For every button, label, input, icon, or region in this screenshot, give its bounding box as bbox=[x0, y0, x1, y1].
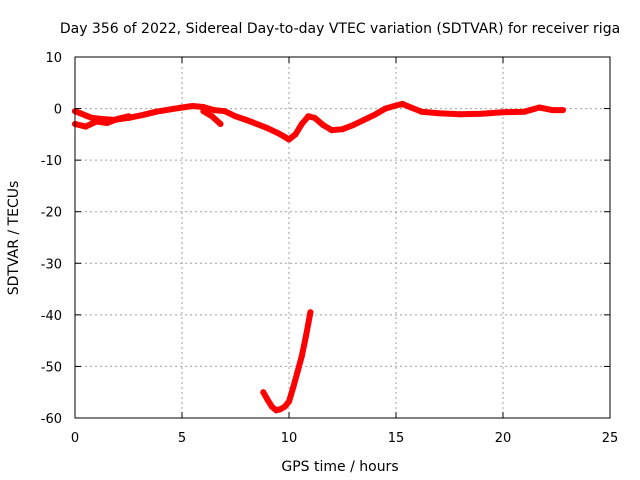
x-tick-label: 10 bbox=[281, 431, 298, 446]
plot-frame bbox=[74, 56, 611, 419]
data-point bbox=[243, 116, 250, 123]
data-point bbox=[221, 108, 228, 115]
data-point bbox=[264, 125, 271, 132]
data-point bbox=[311, 114, 318, 121]
series-line-0 bbox=[72, 100, 566, 143]
x-tick-label: 0 bbox=[71, 431, 79, 446]
x-tick-label: 20 bbox=[495, 431, 512, 446]
data-point bbox=[350, 122, 357, 129]
data-point bbox=[82, 123, 89, 130]
data-point bbox=[371, 111, 378, 118]
data-point bbox=[408, 104, 414, 111]
data-point bbox=[298, 353, 305, 360]
data-point bbox=[275, 130, 282, 137]
axis-ticks: 0 5 10 15 20 25 10 0 -10 -20 -30 -40 -50 -60 bbox=[41, 51, 619, 446]
data-point bbox=[78, 110, 85, 117]
data-point bbox=[200, 108, 207, 115]
data-point bbox=[264, 396, 271, 403]
chart-title: Day 356 of 2022, Sidereal Day-to-day VTE… bbox=[60, 21, 620, 37]
data-point bbox=[253, 121, 260, 127]
data-point bbox=[418, 108, 425, 115]
x-tick-label: 5 bbox=[178, 431, 186, 446]
data-point bbox=[89, 114, 96, 121]
data-point bbox=[305, 113, 312, 120]
data-point bbox=[93, 118, 100, 125]
data-point bbox=[399, 100, 406, 107]
data-point bbox=[360, 116, 367, 123]
data-point bbox=[200, 104, 207, 110]
y-tick-label: -10 bbox=[41, 154, 62, 169]
data-point bbox=[457, 111, 464, 118]
y-tick-label: -40 bbox=[41, 309, 62, 324]
data-point bbox=[290, 384, 297, 391]
data-point bbox=[478, 110, 485, 117]
data-point bbox=[559, 107, 566, 114]
data-point bbox=[268, 403, 275, 410]
y-tick-label: 10 bbox=[45, 51, 62, 66]
series-line-3 bbox=[260, 309, 314, 414]
data-point bbox=[260, 389, 267, 396]
data-point bbox=[153, 108, 160, 115]
y-axis-label: SDTVAR / TECUs bbox=[6, 181, 22, 296]
data-point bbox=[217, 121, 224, 127]
data-point bbox=[104, 120, 111, 126]
y-tick-label: 0 bbox=[54, 103, 62, 118]
data-point bbox=[286, 398, 292, 405]
data-point bbox=[303, 332, 310, 339]
y-tick-label: -30 bbox=[41, 257, 62, 272]
data-point bbox=[536, 104, 543, 111]
x-axis-label: GPS time / hours bbox=[281, 459, 398, 475]
data-point bbox=[500, 109, 506, 116]
data-point bbox=[114, 115, 121, 122]
data-point bbox=[125, 113, 132, 120]
data-point bbox=[292, 131, 299, 138]
data-series bbox=[72, 100, 566, 414]
data-point bbox=[307, 309, 314, 316]
x-tick-label: 25 bbox=[602, 431, 619, 446]
x-tick-label: 15 bbox=[388, 431, 405, 446]
data-point bbox=[320, 122, 327, 129]
data-point bbox=[521, 108, 528, 115]
data-point bbox=[179, 104, 185, 111]
data-point bbox=[549, 107, 556, 114]
data-point bbox=[211, 107, 218, 114]
data-point bbox=[339, 126, 346, 133]
data-point bbox=[393, 102, 399, 109]
grid-lines bbox=[75, 57, 610, 418]
y-tick-label: -20 bbox=[41, 206, 62, 221]
data-point bbox=[286, 136, 292, 143]
data-point bbox=[232, 113, 239, 120]
data-point bbox=[140, 111, 147, 118]
y-tick-label: -60 bbox=[41, 412, 62, 427]
data-point bbox=[435, 110, 442, 117]
data-point bbox=[189, 103, 196, 109]
data-point bbox=[382, 105, 389, 112]
data-point bbox=[281, 403, 288, 410]
data-point bbox=[328, 127, 335, 134]
y-tick-label: -50 bbox=[41, 360, 62, 375]
data-point bbox=[209, 113, 215, 120]
data-point bbox=[166, 106, 173, 113]
data-point bbox=[281, 133, 288, 140]
data-point bbox=[294, 368, 301, 375]
data-point bbox=[298, 121, 305, 127]
